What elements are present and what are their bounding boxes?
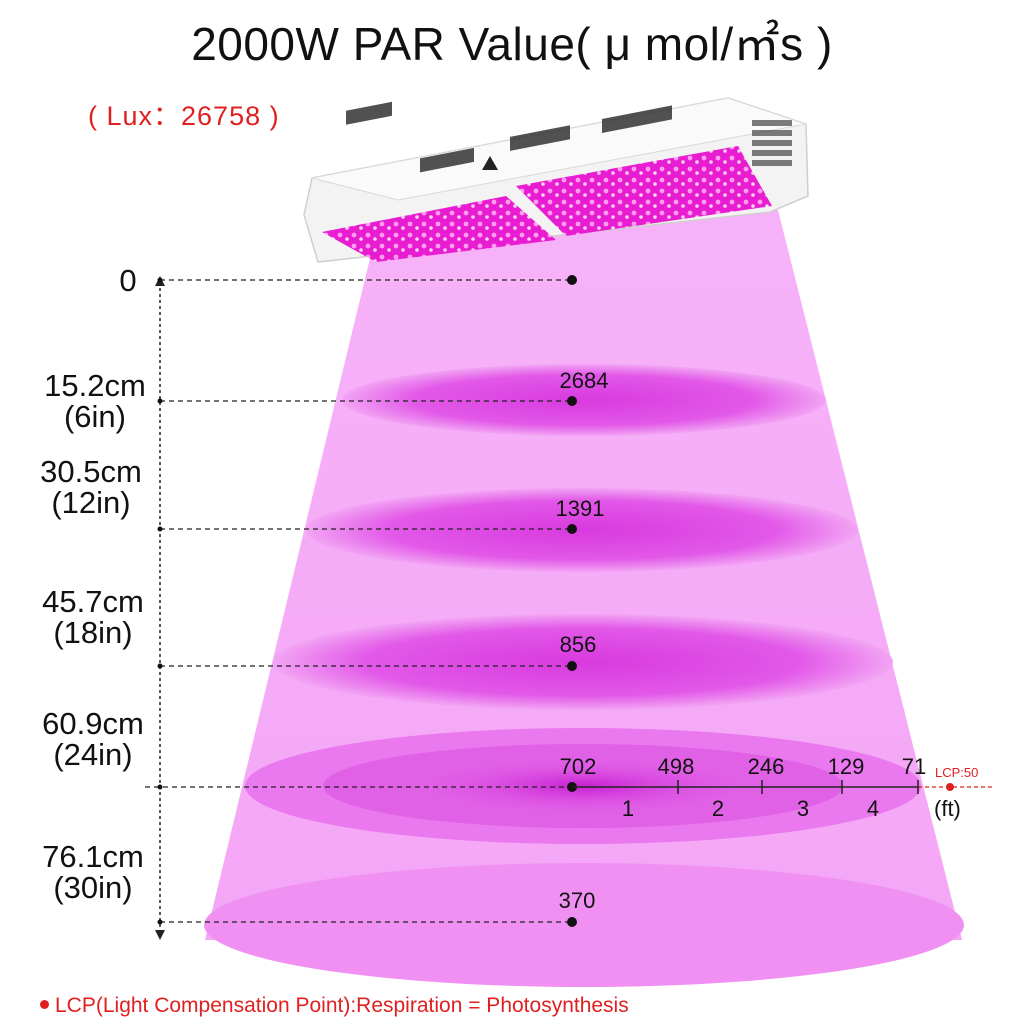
distance-in: (30in) bbox=[53, 870, 133, 905]
beam-base bbox=[204, 863, 964, 987]
distance-label-15cm: 15.2cm (6in) bbox=[20, 370, 170, 432]
distance-cm: 60.9cm bbox=[42, 706, 144, 741]
ellipse-15cm bbox=[342, 364, 826, 436]
lcp-marker-label: LCP:50 bbox=[935, 765, 979, 780]
distance-in: (6in) bbox=[63, 399, 126, 434]
distance-label-0: 0 bbox=[53, 265, 203, 296]
par-value-30cm: 1391 bbox=[555, 496, 605, 521]
led-panel-right bbox=[516, 146, 772, 236]
brand-logo bbox=[482, 156, 498, 170]
horizontal-value-4ft: 71 bbox=[901, 754, 927, 779]
distance-in: (12in) bbox=[51, 485, 131, 520]
dot-45cm bbox=[567, 661, 577, 671]
ft-label-4: 4 bbox=[866, 796, 880, 821]
lcp-dot bbox=[946, 783, 954, 791]
grow-light-fixture bbox=[303, 97, 809, 263]
vent-side bbox=[752, 120, 792, 166]
distance-cm: 45.7cm bbox=[42, 584, 144, 619]
axis-arrow-bottom bbox=[155, 930, 165, 940]
horizontal-value-3ft: 129 bbox=[827, 754, 865, 779]
horizontal-value-2ft: 246 bbox=[747, 754, 785, 779]
bullet-icon bbox=[40, 999, 49, 1009]
ft-label-3: 3 bbox=[796, 796, 810, 821]
distance-cm: 15.2cm bbox=[44, 368, 146, 403]
distance-in: (24in) bbox=[53, 737, 133, 772]
distance-label-30cm: 30.5cm (12in) bbox=[16, 456, 166, 518]
lux-value: ( Lux：26758 ) bbox=[88, 101, 280, 131]
ft-unit-label: (ft) bbox=[934, 796, 961, 821]
distance-label-45cm: 45.7cm (18in) bbox=[18, 586, 168, 648]
dot-30cm bbox=[567, 524, 577, 534]
ellipse-30cm bbox=[306, 488, 858, 572]
distance-cm: 76.1cm bbox=[42, 839, 144, 874]
distance-cm: 0 bbox=[119, 263, 137, 298]
horizontal-value-1ft: 498 bbox=[657, 754, 695, 779]
dot-15cm bbox=[567, 396, 577, 406]
par-value-60cm: 702 bbox=[559, 754, 597, 779]
distance-in: (18in) bbox=[53, 615, 133, 650]
led-panel-left bbox=[322, 196, 556, 262]
par-value-76cm: 370 bbox=[558, 888, 596, 913]
par-value-15cm: 2684 bbox=[559, 368, 609, 393]
ft-label-2: 2 bbox=[711, 796, 725, 821]
footer-text: LCP(Light Compensation Point):Respiratio… bbox=[55, 994, 629, 1017]
distance-label-60cm: 60.9cm (24in) bbox=[18, 708, 168, 770]
par-value-45cm: 856 bbox=[559, 632, 597, 657]
ellipse-60cm-core bbox=[423, 760, 743, 812]
dot-76cm bbox=[567, 917, 577, 927]
dot-0 bbox=[567, 275, 577, 285]
distance-label-76cm: 76.1cm (30in) bbox=[18, 841, 168, 903]
ellipse-45cm bbox=[273, 614, 893, 710]
page-title: 2000W PAR Value( μ mol/㎡s ) bbox=[191, 18, 833, 70]
footer-note: LCP(Light Compensation Point):Respiratio… bbox=[40, 994, 629, 1018]
ft-label-1: 1 bbox=[621, 796, 635, 821]
distance-cm: 30.5cm bbox=[40, 454, 142, 489]
